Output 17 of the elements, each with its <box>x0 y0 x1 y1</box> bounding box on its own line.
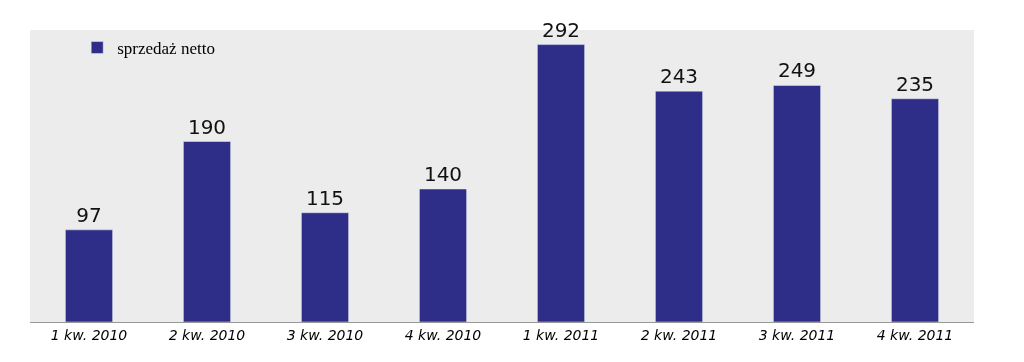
x-tick-label: 2 kw. 2011 <box>640 326 718 343</box>
x-tick-label: 1 kw. 2010 <box>50 326 128 343</box>
legend-label: sprzedaż netto <box>117 39 215 59</box>
data-label: 140 <box>423 162 463 186</box>
data-label: 235 <box>895 71 935 96</box>
data-label: 190 <box>187 114 227 139</box>
x-tick-label: 4 kw. 2011 <box>876 326 954 343</box>
data-label: 115 <box>305 185 345 210</box>
x-tick-label: 3 kw. 2010 <box>286 326 364 343</box>
data-label: 249 <box>777 58 817 83</box>
data-label: 97 <box>76 202 102 227</box>
x-tick-label: 1 kw. 2011 <box>522 326 600 343</box>
data-label: 292 <box>541 17 581 42</box>
x-tick-label: 3 kw. 2011 <box>758 326 836 343</box>
x-tick-label: 4 kw. 2010 <box>404 326 482 343</box>
data-label: 243 <box>659 64 699 89</box>
x-tick-label: 2 kw. 2010 <box>168 326 246 343</box>
